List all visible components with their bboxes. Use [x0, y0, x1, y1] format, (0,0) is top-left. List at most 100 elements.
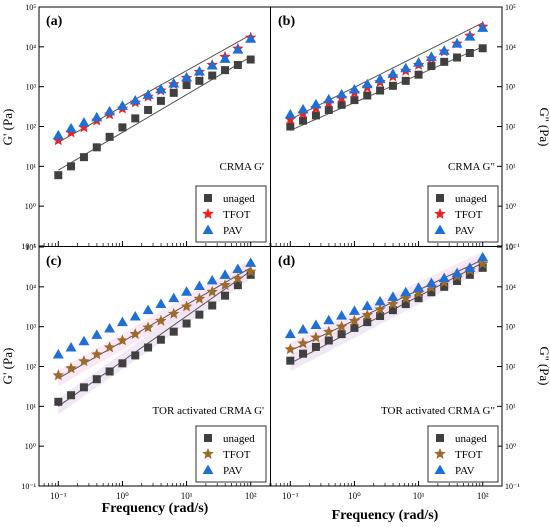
- data-point-PAV: [348, 305, 360, 315]
- data-point-TFOT: [323, 325, 335, 337]
- data-point-PAV: [91, 111, 103, 122]
- legend-marker-TFOT: [202, 208, 214, 219]
- y-tick-label: 10⁻¹: [505, 482, 520, 491]
- data-point-PAV: [464, 31, 476, 41]
- data-point-unaged: [221, 291, 230, 300]
- data-point-unaged: [79, 153, 88, 162]
- data-point-unaged: [208, 301, 217, 310]
- data-point-PAV: [400, 62, 412, 73]
- fit-line: [58, 267, 251, 379]
- data-point-unaged: [144, 105, 153, 114]
- data-point-unaged: [195, 76, 204, 85]
- data-point-unaged: [105, 367, 114, 376]
- y-tick-label: 10⁵: [25, 243, 36, 252]
- x-tick-label: 10¹: [413, 491, 425, 501]
- fit-line: [58, 56, 251, 171]
- data-point-unaged: [350, 96, 359, 105]
- panel-d: 10⁻¹ 10⁰ 10¹ 10² 10⁻¹ 10⁰ 10¹ 10² 10³ 10⁴ 10⁵ (d) TO…: [270, 243, 520, 501]
- data-point-unaged: [92, 375, 101, 384]
- panel-annotation: TOR activated CRMA G": [381, 405, 495, 417]
- data-point-TFOT: [361, 309, 373, 320]
- data-point-PAV: [374, 73, 386, 84]
- y-tick-label: 10⁻¹: [505, 242, 520, 251]
- data-point-unaged: [427, 288, 436, 297]
- data-point-PAV: [323, 314, 335, 325]
- data-point-TFOT: [477, 257, 489, 269]
- data-point-PAV: [65, 341, 77, 352]
- data-point-unaged: [363, 91, 372, 100]
- data-point-unaged: [144, 343, 153, 352]
- data-point-TFOT: [387, 298, 399, 309]
- data-point-unaged: [324, 105, 333, 114]
- data-point-PAV: [181, 286, 193, 296]
- data-point-unaged: [286, 356, 295, 365]
- data-point-unaged: [414, 294, 423, 303]
- ylabel-d: G'' (Pa): [537, 347, 550, 386]
- data-point-TFOT: [284, 113, 296, 125]
- data-point-PAV: [129, 94, 141, 105]
- data-point-PAV: [464, 262, 476, 272]
- x-tick-label: 10²: [245, 491, 257, 501]
- data-point-TFOT: [78, 355, 90, 367]
- legend-marker-TFOT: [434, 208, 446, 219]
- data-point-PAV: [168, 78, 180, 88]
- data-point-unaged: [376, 312, 385, 321]
- data-point-PAV: [336, 310, 348, 320]
- data-point-PAV: [361, 300, 373, 311]
- x-tick-label: 10²: [477, 491, 489, 501]
- data-point-PAV: [387, 68, 399, 78]
- data-point-unaged: [363, 318, 372, 327]
- y-tick-label: 10⁵: [505, 243, 516, 252]
- y-tick-label: 10⁴: [25, 283, 36, 292]
- legend-label-PAV: PAV: [455, 225, 475, 237]
- y-tick-label: 10²: [505, 123, 516, 132]
- data-point-TFOT: [91, 348, 103, 360]
- data-point-unaged: [478, 263, 487, 272]
- data-point-PAV: [451, 38, 463, 48]
- legend-marker-PAV: [434, 464, 446, 474]
- y-tick-label: 10⁰: [505, 442, 516, 451]
- data-point-TFOT: [297, 337, 309, 349]
- y-tick-label: 10¹: [505, 402, 516, 411]
- data-point-unaged: [337, 100, 346, 109]
- legend-label-PAV: PAV: [455, 465, 475, 477]
- panel-label: (a): [46, 14, 63, 29]
- data-point-unaged: [299, 349, 308, 358]
- data-point-PAV: [52, 129, 64, 140]
- data-point-unaged: [376, 86, 385, 95]
- data-point-PAV: [181, 71, 193, 82]
- data-point-PAV: [438, 272, 450, 283]
- data-point-TFOT: [168, 307, 180, 319]
- data-point-PAV: [104, 322, 116, 333]
- legend-label-TFOT: TFOT: [455, 209, 483, 221]
- data-point-PAV: [193, 66, 205, 76]
- y-tick-label: 10³: [505, 323, 516, 332]
- data-point-PAV: [348, 83, 360, 94]
- fit-line: [58, 270, 251, 407]
- legend-marker-unaged: [204, 194, 212, 202]
- data-point-PAV: [232, 44, 244, 54]
- y-tick-label: 10⁴: [505, 43, 516, 52]
- data-point-TFOT: [219, 279, 231, 290]
- y-tick-label: 10³: [505, 83, 516, 92]
- panel-annotation: CRMA G": [448, 161, 495, 173]
- data-point-PAV: [387, 291, 399, 301]
- data-point-unaged: [221, 66, 230, 75]
- data-point-unaged: [54, 397, 63, 406]
- legend-label-unaged: unaged: [223, 193, 255, 205]
- y-tick-label: 10¹: [26, 402, 37, 411]
- y-tick-label: 10²: [505, 363, 516, 372]
- legend-marker-PAV: [202, 224, 214, 234]
- y-tick-label: 10²: [26, 123, 37, 132]
- data-point-TFOT: [412, 287, 425, 298]
- data-point-PAV: [206, 59, 218, 70]
- data-point-TFOT: [142, 321, 154, 333]
- legend-label-PAV: PAV: [223, 225, 243, 237]
- data-point-PAV: [310, 319, 322, 330]
- data-point-unaged: [79, 383, 88, 392]
- data-point-TFOT: [52, 134, 64, 146]
- data-point-PAV: [284, 328, 296, 339]
- y-tick-label: 10⁴: [505, 283, 516, 292]
- data-point-unaged: [105, 132, 114, 141]
